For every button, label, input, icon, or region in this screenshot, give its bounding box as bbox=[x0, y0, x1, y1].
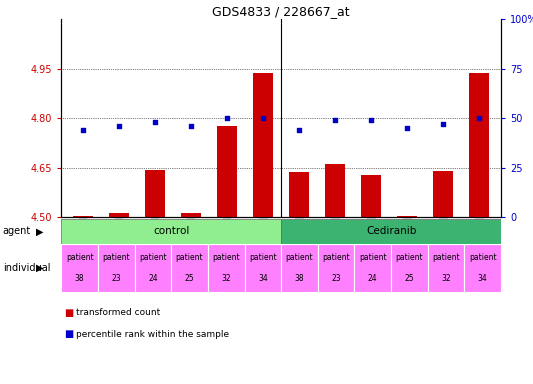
Text: patient: patient bbox=[66, 253, 93, 262]
Bar bbox=[134, 244, 171, 292]
Text: 34: 34 bbox=[258, 274, 268, 283]
Bar bbox=[181, 213, 201, 217]
Text: control: control bbox=[153, 226, 189, 237]
Bar bbox=[61, 244, 98, 292]
Bar bbox=[73, 216, 93, 217]
Text: percentile rank within the sample: percentile rank within the sample bbox=[76, 329, 229, 339]
Text: ■: ■ bbox=[64, 329, 73, 339]
Text: agent: agent bbox=[3, 226, 31, 237]
Text: ■: ■ bbox=[64, 308, 73, 318]
Point bbox=[223, 115, 231, 121]
Text: patient: patient bbox=[469, 253, 497, 262]
Point bbox=[115, 123, 123, 129]
Text: 25: 25 bbox=[185, 274, 195, 283]
Bar bbox=[253, 73, 273, 217]
Point bbox=[367, 117, 376, 123]
Text: 24: 24 bbox=[148, 274, 158, 283]
Bar bbox=[325, 164, 345, 217]
Bar bbox=[289, 172, 309, 217]
Bar bbox=[354, 244, 391, 292]
Text: 23: 23 bbox=[111, 274, 121, 283]
Text: ▶: ▶ bbox=[36, 226, 44, 237]
Bar bbox=[281, 219, 501, 244]
Bar bbox=[61, 219, 281, 244]
Bar bbox=[433, 172, 453, 217]
Point bbox=[331, 117, 340, 123]
Text: 25: 25 bbox=[405, 274, 414, 283]
Text: 23: 23 bbox=[332, 274, 341, 283]
Bar bbox=[427, 244, 464, 292]
Bar bbox=[208, 244, 245, 292]
Text: 38: 38 bbox=[75, 274, 84, 283]
Text: 38: 38 bbox=[295, 274, 304, 283]
Bar bbox=[470, 73, 489, 217]
Point bbox=[475, 115, 483, 121]
Point bbox=[403, 125, 411, 131]
Text: patient: patient bbox=[359, 253, 386, 262]
Bar bbox=[145, 170, 165, 217]
Text: patient: patient bbox=[286, 253, 313, 262]
Bar bbox=[318, 244, 354, 292]
Point bbox=[259, 115, 268, 121]
Point bbox=[151, 119, 159, 125]
Text: patient: patient bbox=[212, 253, 240, 262]
Text: patient: patient bbox=[176, 253, 204, 262]
Bar bbox=[98, 244, 134, 292]
Text: patient: patient bbox=[322, 253, 350, 262]
Point bbox=[439, 121, 448, 127]
Text: 24: 24 bbox=[368, 274, 377, 283]
Text: patient: patient bbox=[249, 253, 277, 262]
Text: 32: 32 bbox=[441, 274, 451, 283]
Bar bbox=[109, 213, 129, 217]
Text: 34: 34 bbox=[478, 274, 488, 283]
Text: 32: 32 bbox=[221, 274, 231, 283]
Bar bbox=[398, 216, 417, 217]
Bar bbox=[361, 175, 381, 217]
Bar bbox=[245, 244, 281, 292]
Text: individual: individual bbox=[3, 263, 50, 273]
Point bbox=[295, 127, 303, 133]
Bar bbox=[281, 244, 318, 292]
Point bbox=[187, 123, 195, 129]
Text: patient: patient bbox=[102, 253, 130, 262]
Bar bbox=[171, 244, 208, 292]
Text: ▶: ▶ bbox=[36, 263, 44, 273]
Point bbox=[79, 127, 87, 133]
Text: transformed count: transformed count bbox=[76, 308, 160, 318]
Text: patient: patient bbox=[139, 253, 167, 262]
Bar bbox=[391, 244, 427, 292]
Text: patient: patient bbox=[395, 253, 423, 262]
Title: GDS4833 / 228667_at: GDS4833 / 228667_at bbox=[212, 5, 350, 18]
Bar bbox=[464, 244, 501, 292]
Bar bbox=[217, 126, 237, 217]
Text: Cediranib: Cediranib bbox=[366, 226, 416, 237]
Text: patient: patient bbox=[432, 253, 460, 262]
